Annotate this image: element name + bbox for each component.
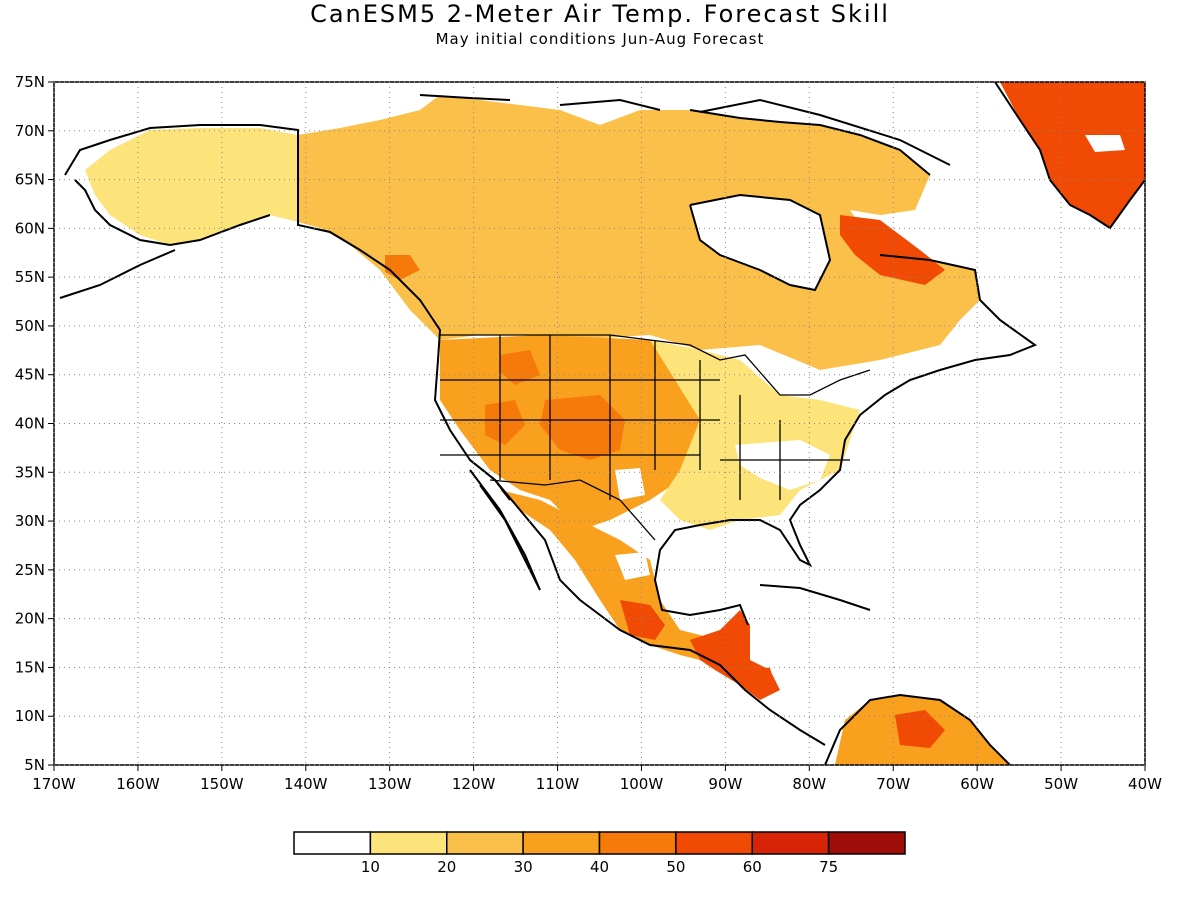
alaska-coast <box>59 124 511 501</box>
cuba <box>759 584 871 611</box>
lat-tick-label: 75N <box>15 73 45 91</box>
us-canada-border <box>440 334 871 396</box>
lon-tick-label: 160W <box>116 775 160 793</box>
latitude-labels: 75N 70N 65N 60N 55N 50N 45N 40N 35N 30N 25N 20N 15N 1… <box>15 73 45 774</box>
arctic-islands <box>419 94 951 166</box>
colorbar-label: 60 <box>743 858 762 876</box>
hotspot-quebec <box>840 215 945 285</box>
colorbar-swatch <box>446 831 524 855</box>
hudson-bay <box>689 193 832 292</box>
north-america-east-coast <box>653 109 1038 626</box>
colorbar-swatch <box>751 831 830 855</box>
political-borders <box>297 130 871 541</box>
region-mexico <box>500 490 740 665</box>
lat-tick-label: 45N <box>15 366 45 384</box>
lat-tick-label: 35N <box>15 463 45 481</box>
hudson-bay-hole <box>690 195 830 290</box>
lon-tick-label: 50W <box>1044 775 1078 793</box>
lat-tick-label: 65N <box>15 171 45 189</box>
lat-tick-label: 30N <box>15 512 45 530</box>
colorbar-label: 75 <box>819 858 838 876</box>
lon-tick-label: 40W <box>1128 775 1162 793</box>
greenland-coast <box>994 82 1145 230</box>
colorbar-label: 20 <box>437 858 456 876</box>
lon-tick-label: 130W <box>368 775 412 793</box>
lon-tick-label: 120W <box>452 775 496 793</box>
hotspot-honduras <box>735 665 775 690</box>
lat-tick-label: 5N <box>24 756 45 774</box>
lat-tick-label: 40N <box>15 415 45 433</box>
lat-tick-label: 55N <box>15 268 45 286</box>
hotspot-greenland-south <box>1060 160 1120 205</box>
lat-tick-label: 50N <box>15 317 45 335</box>
hotspot-rockies <box>540 395 625 460</box>
colorbar-swatch <box>293 831 372 855</box>
chart-title: CanESM5 2-Meter Air Temp. Forecast Skill <box>310 0 890 28</box>
us-mexico-border <box>489 479 656 541</box>
lon-tick-label: 110W <box>536 775 580 793</box>
colorbar-swatch <box>675 831 753 855</box>
gulf-of-california <box>469 459 826 746</box>
lat-tick-label: 10N <box>15 707 45 725</box>
longitude-labels: 170W 160W 150W 140W 130W 120W 110W 100W 90W 80W 70… <box>32 775 1162 793</box>
lat-tick-label: 15N <box>15 658 45 676</box>
south-america-coast <box>824 693 1011 765</box>
colorbar-label: 40 <box>590 858 609 876</box>
lon-tick-label: 80W <box>792 775 826 793</box>
lat-tick-label: 70N <box>15 122 45 140</box>
hotspot-great-basin <box>485 400 525 445</box>
lon-tick-label: 150W <box>200 775 244 793</box>
hotspot-mexico-south <box>620 600 665 640</box>
lat-tick-label: 25N <box>15 561 45 579</box>
hotspot-montana <box>500 350 540 385</box>
colorbar: 10 20 30 40 50 60 75 <box>293 831 906 876</box>
lon-tick-label: 90W <box>708 775 742 793</box>
colorbar-label: 10 <box>361 858 380 876</box>
lon-tick-label: 70W <box>876 775 910 793</box>
chart-subtitle: May initial conditions Jun-Aug Forecast <box>435 30 765 48</box>
lon-tick-label: 100W <box>620 775 664 793</box>
lat-tick-label: 60N <box>15 219 45 237</box>
greenland-hole <box>1085 135 1125 152</box>
colorbar-label: 30 <box>514 858 533 876</box>
hotspot-venezuela <box>895 710 945 748</box>
lat-tick-label: 20N <box>15 610 45 628</box>
coastlines <box>59 82 1145 765</box>
region-canada <box>298 95 980 370</box>
texas-hole <box>615 468 645 500</box>
southeast-hole <box>735 440 830 490</box>
colorbar-swatch <box>369 831 448 855</box>
colorbar-swatch <box>827 831 906 855</box>
lon-tick-label: 140W <box>284 775 328 793</box>
lon-tick-label: 170W <box>32 775 76 793</box>
state-lines <box>440 335 850 500</box>
colorbar-swatch <box>598 831 677 855</box>
lon-tick-label: 60W <box>960 775 994 793</box>
colorbar-swatch <box>522 831 601 855</box>
colorbar-label: 50 <box>666 858 685 876</box>
graticule <box>48 81 1146 771</box>
baja <box>469 469 541 591</box>
